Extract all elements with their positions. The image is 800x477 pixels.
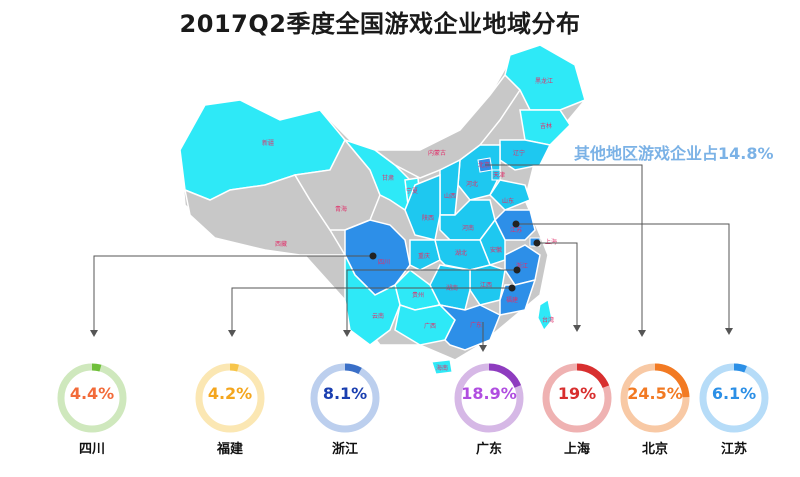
ring-jiangsu: 6.1% 江苏 [694, 360, 774, 457]
ring-label: 浙江 [331, 442, 358, 457]
ring-arc [699, 363, 769, 433]
province-label: 重庆 [418, 252, 430, 260]
province-label: 河北 [466, 180, 478, 188]
ring-beijing: 24.5% 北京 [615, 360, 695, 457]
province-label: 海南 [436, 364, 448, 372]
ring-label: 四川 [78, 442, 105, 457]
ring-guangdong: 18.9% 广东 [449, 360, 529, 457]
ring-fujian: 4.2% 福建 [190, 360, 270, 457]
province-label: 陕西 [422, 214, 434, 222]
province-label: 山西 [444, 192, 456, 200]
province-label: 青海 [335, 205, 347, 213]
province-label: 甘肃 [382, 174, 394, 182]
province-label: 山东 [502, 197, 514, 205]
ring-chart [454, 363, 524, 433]
ring-arc [542, 363, 612, 433]
province-jilin [519, 109, 571, 146]
province-label: 湖北 [455, 249, 467, 257]
province-shandong [489, 179, 531, 211]
ring-value: 6.1% [711, 384, 757, 403]
province-heilongjiang [504, 44, 586, 111]
arrowhead [638, 330, 646, 337]
ring-sichuan: 4.4% 四川 [52, 360, 132, 457]
ring-value: 24.5% [627, 384, 683, 403]
arrowhead [343, 330, 351, 337]
arrowhead [90, 330, 98, 337]
province-hainan [431, 359, 453, 375]
connector-sichuan [93, 255, 373, 330]
ring-label: 北京 [641, 442, 668, 457]
province-label: 上海 [545, 238, 557, 246]
arrowhead [479, 345, 487, 352]
ring-label: 广东 [475, 442, 502, 457]
province-label: 台湾 [542, 316, 554, 324]
arrowhead [725, 328, 733, 335]
ring-zhejiang: 8.1% 浙江 [305, 360, 385, 457]
ring-chart [195, 363, 265, 433]
ring-label: 上海 [563, 442, 590, 457]
ring-arc [454, 363, 524, 433]
province-qinghai [293, 138, 381, 231]
province-label: 江西 [480, 282, 492, 289]
ring-chart [620, 363, 690, 433]
province-label: 天津 [493, 172, 505, 179]
province-label: 江苏 [510, 226, 522, 234]
arrowhead [228, 330, 236, 337]
province-label: 辽宁 [513, 149, 525, 157]
arrowheads [90, 325, 733, 352]
connector-zhejiang [346, 269, 517, 330]
ring-chart [310, 363, 380, 433]
connector-jiangsu [516, 223, 730, 328]
province-label: 西藏 [275, 240, 287, 248]
connector-fujian [231, 287, 512, 330]
province-label: 新疆 [262, 139, 274, 147]
province-label: 河南 [462, 224, 474, 232]
ring-arc [310, 363, 380, 433]
province-label: 云南 [372, 312, 384, 320]
ring-label: 福建 [216, 442, 243, 457]
ring-value: 4.2% [207, 384, 253, 403]
province-label: 内蒙古 [428, 149, 446, 157]
marker-sichuan [369, 252, 377, 260]
province-label: 黑龙江 [535, 77, 553, 85]
marker-fujian [508, 284, 516, 292]
other-regions-note: 其他地区游戏企业占14.8% [574, 144, 774, 163]
province-guangdong [437, 303, 501, 351]
province-neimenggu [372, 73, 521, 179]
province-label: 贵州 [412, 291, 424, 299]
province-chongqing [409, 239, 441, 271]
province-label: 浙江 [516, 262, 528, 270]
province-label: 广西 [424, 322, 436, 330]
ring-value: 19% [557, 384, 597, 403]
marker-shanghai [533, 239, 541, 247]
province-label: 吉林 [540, 122, 552, 130]
province-label: 北京 [478, 161, 490, 169]
ring-value: 18.9% [461, 384, 517, 403]
marker-zhejiang [513, 266, 521, 274]
connector-beijing [485, 164, 643, 330]
ring-value: 4.4% [69, 384, 115, 403]
marker-jiangsu [512, 220, 520, 228]
province-label: 福建 [506, 296, 518, 304]
province-label: 宁夏 [406, 187, 418, 195]
chart-title: 2017Q2季度全国游戏企业地域分布 [179, 10, 581, 38]
connector-shanghai [537, 242, 578, 325]
province-label: 四川 [378, 259, 390, 266]
province-label: 广东 [470, 321, 482, 329]
ring-arc [195, 363, 265, 433]
ring-chart [542, 363, 612, 433]
province-taiwan [537, 299, 553, 331]
connectors [93, 164, 730, 345]
ring-arc [57, 363, 127, 433]
ring-chart [57, 363, 127, 433]
arrowhead [573, 325, 581, 332]
ring-value: 8.1% [322, 384, 368, 403]
ring-shanghai: 19% 上海 [537, 360, 617, 457]
ring-arc [620, 363, 690, 433]
ring-label: 江苏 [720, 442, 747, 457]
province-label: 安徽 [490, 246, 502, 254]
ring-chart [699, 363, 769, 433]
markers [369, 220, 541, 292]
